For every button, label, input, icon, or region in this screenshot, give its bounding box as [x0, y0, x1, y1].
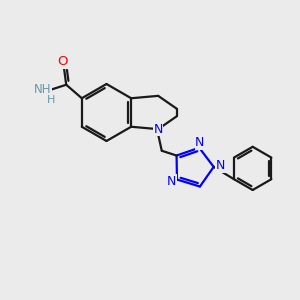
Text: O: O [57, 55, 68, 68]
Text: N: N [216, 160, 225, 172]
Text: N: N [167, 175, 176, 188]
Text: N: N [154, 123, 163, 136]
Text: H: H [47, 95, 56, 105]
Text: N: N [195, 136, 205, 149]
Text: NH: NH [34, 83, 51, 96]
